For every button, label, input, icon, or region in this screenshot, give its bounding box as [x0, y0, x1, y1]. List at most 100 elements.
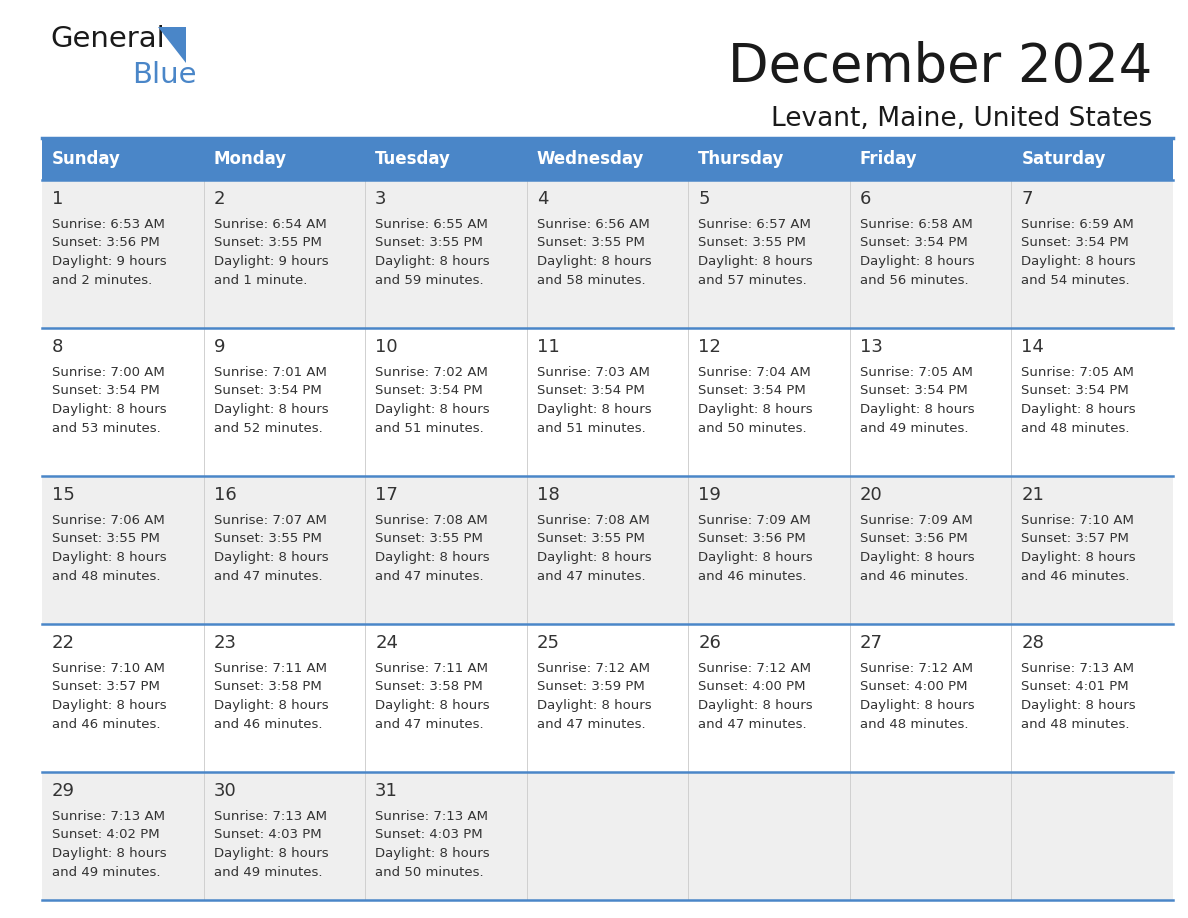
Text: Saturday: Saturday — [1022, 150, 1106, 168]
Text: December 2024: December 2024 — [728, 41, 1152, 94]
Text: Sunset: 3:54 PM: Sunset: 3:54 PM — [860, 237, 967, 250]
Text: and 48 minutes.: and 48 minutes. — [1022, 421, 1130, 434]
Text: Sunrise: 6:53 AM: Sunrise: 6:53 AM — [52, 218, 165, 231]
Text: and 54 minutes.: and 54 minutes. — [1022, 274, 1130, 286]
Text: Sunrise: 7:11 AM: Sunrise: 7:11 AM — [214, 662, 327, 675]
Text: Sunset: 3:56 PM: Sunset: 3:56 PM — [52, 237, 159, 250]
Text: Sunset: 3:54 PM: Sunset: 3:54 PM — [860, 385, 967, 397]
Text: 15: 15 — [52, 486, 75, 504]
Text: Sunset: 4:00 PM: Sunset: 4:00 PM — [860, 680, 967, 693]
Text: Daylight: 8 hours: Daylight: 8 hours — [52, 403, 166, 416]
Text: Sunrise: 6:55 AM: Sunrise: 6:55 AM — [375, 218, 488, 231]
Text: Daylight: 8 hours: Daylight: 8 hours — [52, 847, 166, 860]
Text: Sunset: 4:01 PM: Sunset: 4:01 PM — [1022, 680, 1129, 693]
Text: Sunset: 3:54 PM: Sunset: 3:54 PM — [699, 385, 805, 397]
Text: Daylight: 8 hours: Daylight: 8 hours — [537, 551, 651, 564]
Text: 6: 6 — [860, 190, 871, 208]
Text: Blue: Blue — [132, 61, 196, 89]
Bar — [42, 624, 1173, 772]
Text: Daylight: 8 hours: Daylight: 8 hours — [52, 699, 166, 712]
Text: Sunrise: 7:02 AM: Sunrise: 7:02 AM — [375, 366, 488, 379]
Text: Sunrise: 6:59 AM: Sunrise: 6:59 AM — [1022, 218, 1135, 231]
Text: and 58 minutes.: and 58 minutes. — [537, 274, 645, 286]
Text: Daylight: 8 hours: Daylight: 8 hours — [860, 551, 974, 564]
Bar — [42, 772, 1173, 900]
Text: 19: 19 — [699, 486, 721, 504]
Text: Daylight: 9 hours: Daylight: 9 hours — [52, 255, 166, 268]
Text: and 46 minutes.: and 46 minutes. — [699, 569, 807, 583]
Text: Sunday: Sunday — [52, 150, 121, 168]
Text: 22: 22 — [52, 634, 75, 652]
Text: and 47 minutes.: and 47 minutes. — [375, 718, 484, 731]
Text: Sunrise: 6:58 AM: Sunrise: 6:58 AM — [860, 218, 973, 231]
Text: Sunrise: 7:12 AM: Sunrise: 7:12 AM — [699, 662, 811, 675]
Text: Sunrise: 7:12 AM: Sunrise: 7:12 AM — [860, 662, 973, 675]
Text: 7: 7 — [1022, 190, 1032, 208]
Text: 11: 11 — [537, 338, 560, 356]
Text: 5: 5 — [699, 190, 709, 208]
Text: 30: 30 — [214, 782, 236, 800]
Text: 9: 9 — [214, 338, 225, 356]
Text: Daylight: 8 hours: Daylight: 8 hours — [214, 699, 328, 712]
Text: 18: 18 — [537, 486, 560, 504]
Text: and 52 minutes.: and 52 minutes. — [214, 421, 322, 434]
Text: Sunrise: 7:01 AM: Sunrise: 7:01 AM — [214, 366, 327, 379]
Text: 14: 14 — [1022, 338, 1044, 356]
Text: Sunrise: 7:03 AM: Sunrise: 7:03 AM — [537, 366, 650, 379]
Text: Daylight: 8 hours: Daylight: 8 hours — [1022, 255, 1136, 268]
Bar — [42, 138, 1173, 180]
Text: Tuesday: Tuesday — [375, 150, 451, 168]
Text: Thursday: Thursday — [699, 150, 784, 168]
Text: Sunset: 3:54 PM: Sunset: 3:54 PM — [1022, 385, 1129, 397]
Text: 1: 1 — [52, 190, 63, 208]
Text: and 48 minutes.: and 48 minutes. — [860, 718, 968, 731]
Text: Daylight: 8 hours: Daylight: 8 hours — [375, 847, 489, 860]
Text: Sunset: 3:54 PM: Sunset: 3:54 PM — [214, 385, 321, 397]
Text: and 56 minutes.: and 56 minutes. — [860, 274, 968, 286]
Text: Daylight: 8 hours: Daylight: 8 hours — [537, 255, 651, 268]
Text: Sunset: 3:55 PM: Sunset: 3:55 PM — [52, 532, 160, 545]
Text: 2: 2 — [214, 190, 225, 208]
Text: 20: 20 — [860, 486, 883, 504]
Text: 4: 4 — [537, 190, 548, 208]
Text: Daylight: 8 hours: Daylight: 8 hours — [1022, 403, 1136, 416]
Text: Sunrise: 7:13 AM: Sunrise: 7:13 AM — [375, 810, 488, 823]
Text: and 46 minutes.: and 46 minutes. — [860, 569, 968, 583]
Text: and 57 minutes.: and 57 minutes. — [699, 274, 807, 286]
Polygon shape — [158, 27, 187, 63]
Text: and 46 minutes.: and 46 minutes. — [1022, 569, 1130, 583]
Text: 8: 8 — [52, 338, 63, 356]
Text: and 50 minutes.: and 50 minutes. — [375, 866, 484, 879]
Text: and 46 minutes.: and 46 minutes. — [214, 718, 322, 731]
Text: Daylight: 8 hours: Daylight: 8 hours — [860, 403, 974, 416]
Text: Sunrise: 7:13 AM: Sunrise: 7:13 AM — [52, 810, 165, 823]
Text: Sunset: 3:58 PM: Sunset: 3:58 PM — [375, 680, 482, 693]
Text: Sunset: 3:55 PM: Sunset: 3:55 PM — [537, 532, 645, 545]
Text: Daylight: 8 hours: Daylight: 8 hours — [699, 699, 813, 712]
Text: Daylight: 8 hours: Daylight: 8 hours — [699, 551, 813, 564]
Text: and 59 minutes.: and 59 minutes. — [375, 274, 484, 286]
Text: Sunrise: 7:06 AM: Sunrise: 7:06 AM — [52, 514, 165, 527]
Text: Sunset: 3:55 PM: Sunset: 3:55 PM — [214, 237, 322, 250]
Text: 27: 27 — [860, 634, 883, 652]
Text: and 47 minutes.: and 47 minutes. — [537, 569, 645, 583]
Text: Daylight: 8 hours: Daylight: 8 hours — [375, 699, 489, 712]
Text: 26: 26 — [699, 634, 721, 652]
Text: and 51 minutes.: and 51 minutes. — [375, 421, 484, 434]
Text: and 49 minutes.: and 49 minutes. — [860, 421, 968, 434]
Text: and 50 minutes.: and 50 minutes. — [699, 421, 807, 434]
Text: Sunrise: 7:10 AM: Sunrise: 7:10 AM — [52, 662, 165, 675]
Text: Daylight: 8 hours: Daylight: 8 hours — [699, 255, 813, 268]
Text: Sunrise: 7:11 AM: Sunrise: 7:11 AM — [375, 662, 488, 675]
Text: Sunrise: 6:56 AM: Sunrise: 6:56 AM — [537, 218, 650, 231]
Bar — [42, 476, 1173, 624]
Text: Daylight: 8 hours: Daylight: 8 hours — [860, 699, 974, 712]
Text: 23: 23 — [214, 634, 236, 652]
Text: Sunrise: 7:12 AM: Sunrise: 7:12 AM — [537, 662, 650, 675]
Text: 3: 3 — [375, 190, 386, 208]
Text: Sunrise: 7:00 AM: Sunrise: 7:00 AM — [52, 366, 165, 379]
Text: 31: 31 — [375, 782, 398, 800]
Bar — [42, 328, 1173, 476]
Text: Sunset: 3:54 PM: Sunset: 3:54 PM — [52, 385, 159, 397]
Text: Sunset: 3:54 PM: Sunset: 3:54 PM — [537, 385, 644, 397]
